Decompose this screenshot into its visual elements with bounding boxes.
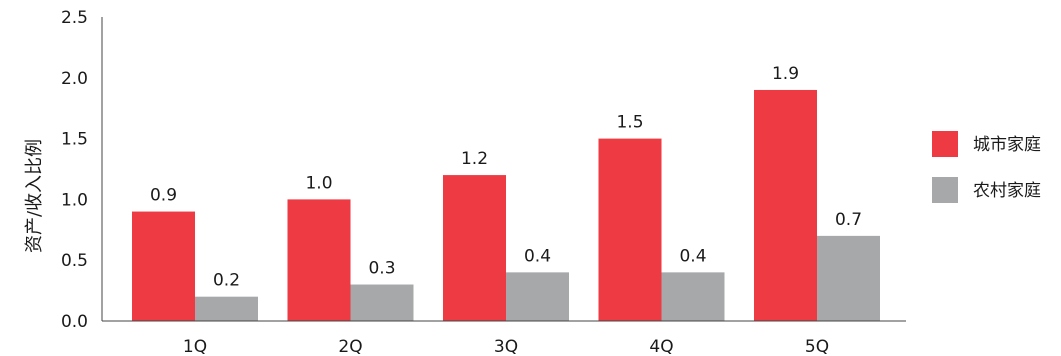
- x-tick-labels: 1Q 2Q 3Q 4Q 5Q: [183, 337, 829, 356]
- x-tick-label: 1Q: [183, 337, 207, 356]
- value-labels-layer: 0.9 0.2 1.0 0.3 1.2 0.4 1.5 0.4 1.9 0.7: [150, 64, 862, 291]
- bar-urban-2Q: [287, 199, 351, 321]
- data-label: 0.4: [679, 246, 706, 266]
- bar-rural-1Q: [195, 296, 258, 321]
- bar-rural-2Q: [350, 284, 414, 321]
- y-tick-labels: 0.0 0.5 1.0 1.5 2.0 2.5: [61, 8, 88, 332]
- y-axis-title: 资产/收入比例: [24, 139, 45, 253]
- data-label: 1.0: [305, 173, 332, 193]
- bar-rural-3Q: [506, 272, 569, 321]
- x-tick-label: 3Q: [494, 337, 518, 356]
- y-tick-label: 0.5: [61, 251, 88, 271]
- legend-swatch: [932, 131, 958, 157]
- bar-urban-3Q: [443, 175, 506, 321]
- y-tick-label: 1.5: [61, 130, 88, 150]
- data-label: 0.2: [213, 271, 240, 291]
- legend-label: 农村家庭: [973, 181, 1041, 201]
- x-tick-label: 2Q: [338, 337, 362, 356]
- legend-label: 城市家庭: [973, 135, 1041, 155]
- x-tick-label: 4Q: [649, 337, 673, 356]
- bars-layer: [132, 89, 880, 322]
- bar-urban-5Q: [754, 89, 817, 322]
- y-tick-label: 1.0: [61, 190, 88, 210]
- legend-swatch: [932, 177, 958, 203]
- y-tick-label: 2.0: [61, 69, 88, 89]
- data-label: 0.4: [524, 246, 551, 266]
- bar-urban-1Q: [132, 211, 195, 321]
- data-label: 1.5: [616, 113, 643, 133]
- bar-rural-5Q: [817, 235, 880, 321]
- y-tick-label: 2.5: [61, 8, 88, 28]
- x-tick-label: 5Q: [805, 337, 829, 356]
- data-label: 0.3: [368, 259, 395, 279]
- data-label: 1.9: [772, 64, 799, 84]
- data-label: 0.7: [835, 210, 862, 230]
- bar-urban-4Q: [598, 138, 662, 321]
- data-label: 0.9: [150, 186, 177, 206]
- y-tick-label: 0.0: [61, 312, 88, 332]
- bar-rural-4Q: [661, 272, 725, 321]
- data-label: 1.2: [461, 149, 488, 169]
